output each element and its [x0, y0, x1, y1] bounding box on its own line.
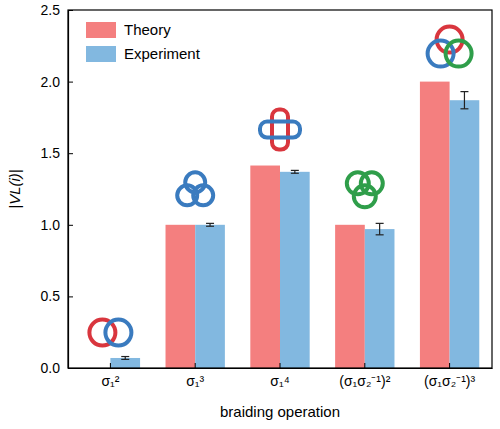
- y-tick-label: 0.0: [41, 360, 61, 376]
- marks: [110, 82, 479, 368]
- error-cap: [460, 91, 468, 92]
- error-bar: [291, 170, 299, 173]
- x-tick: σ₁⁴: [270, 363, 289, 389]
- y-tick: 2.5: [41, 2, 73, 18]
- knot-strand: [193, 185, 213, 205]
- x-tick: σ₁²: [101, 363, 119, 389]
- x-axis-line: [69, 368, 493, 369]
- x-axis: σ₁² σ₁³ σ₁⁴ (σ₁σ₂⁻¹)² (σ₁σ₂⁻¹)³: [69, 363, 493, 389]
- knot-icon: [89, 320, 131, 346]
- y-tick-mark: [68, 82, 73, 83]
- y-tick-label: 2.0: [41, 74, 61, 90]
- x-axis-title: braiding operation: [220, 403, 340, 420]
- error-bar: [206, 223, 214, 226]
- knot-strand: [105, 320, 131, 346]
- y-axis-title: |VL(i)|: [6, 169, 23, 208]
- y-tick-mark: [68, 296, 73, 297]
- x-tick-label: σ₁²: [101, 373, 119, 389]
- x-tick-label: (σ₁σ₂⁻¹)³: [424, 373, 475, 389]
- y-axis-line: [68, 11, 69, 369]
- y-tick-label: 1.0: [41, 217, 61, 233]
- plot: 0.0 0.5 1.0 1.5 2.0 2.5 σ₁² σ₁³ σ₁⁴ (σ₁σ₂⁻¹)² (σ₁σ…: [41, 2, 493, 389]
- x-tick-mark: [195, 363, 196, 368]
- error-cap: [291, 170, 299, 171]
- legend-item: Theory: [86, 21, 171, 38]
- x-tick-label: (σ₁σ₂⁻¹)²: [339, 373, 390, 389]
- knot-strand: [361, 172, 383, 194]
- knot-strand: [354, 185, 376, 207]
- error-bar: [121, 357, 129, 360]
- bar: [420, 82, 450, 368]
- x-tick-mark: [364, 363, 365, 368]
- y-tick: 0.0: [41, 360, 73, 376]
- y-axis: 0.0 0.5 1.0 1.5 2.0 2.5: [41, 2, 73, 376]
- bar: [280, 172, 310, 368]
- x-tick: (σ₁σ₂⁻¹)²: [339, 363, 390, 389]
- error-cap: [121, 356, 129, 357]
- y-tick: 0.5: [41, 288, 73, 304]
- knot-strand: [260, 122, 300, 138]
- error-cap: [121, 359, 129, 360]
- error-cap: [206, 223, 214, 224]
- bar: [166, 225, 196, 368]
- y-tick-label: 1.5: [41, 145, 61, 161]
- y-tick: 1.5: [41, 145, 73, 161]
- knot-icon: [177, 172, 213, 205]
- bar: [450, 100, 480, 368]
- error-stem: [464, 92, 465, 109]
- x-tick: (σ₁σ₂⁻¹)³: [424, 363, 475, 389]
- frame: [68, 10, 492, 368]
- error-cap: [206, 226, 214, 227]
- error-bar: [376, 223, 384, 234]
- y-tick-mark: [68, 225, 73, 226]
- x-tick: σ₁³: [186, 363, 204, 389]
- bar: [365, 229, 395, 368]
- error-cap: [376, 223, 384, 224]
- y-tick: 2.0: [41, 74, 73, 90]
- chart: 0.0 0.5 1.0 1.5 2.0 2.5 σ₁² σ₁³ σ₁⁴ (σ₁σ₂⁻¹)² (σ₁σ…: [0, 0, 500, 429]
- error-cap: [291, 173, 299, 174]
- legend-swatch: [86, 46, 116, 62]
- x-tick-mark: [449, 363, 450, 368]
- x-tick-label: σ₁³: [186, 373, 204, 389]
- legend-swatch: [86, 22, 116, 38]
- legend-label: Experiment: [124, 45, 201, 62]
- y-tick: 1.0: [41, 217, 73, 233]
- legend: Theory Experiment: [86, 21, 201, 62]
- knot-icon: [260, 110, 300, 150]
- y-tick-mark: [68, 10, 73, 11]
- knot-strand: [446, 41, 472, 67]
- y-tick-label: 0.5: [41, 288, 61, 304]
- error-cap: [460, 108, 468, 109]
- x-tick-mark: [110, 363, 111, 368]
- legend-label: Theory: [124, 21, 171, 38]
- bar: [250, 166, 280, 368]
- error-cap: [376, 234, 384, 235]
- knot-strand: [272, 110, 288, 150]
- bar: [335, 225, 365, 368]
- error-bar: [460, 92, 468, 109]
- x-tick-mark: [280, 363, 281, 368]
- bar: [195, 225, 225, 368]
- y-tick-mark: [68, 153, 73, 154]
- y-tick-label: 2.5: [41, 2, 61, 18]
- x-tick-label: σ₁⁴: [270, 373, 289, 389]
- knot-icon: [428, 27, 472, 67]
- knot-icon: [347, 172, 383, 207]
- bar: [110, 358, 140, 368]
- error-stem: [379, 223, 380, 234]
- knot-icons: [89, 27, 471, 346]
- legend-item: Experiment: [86, 45, 201, 62]
